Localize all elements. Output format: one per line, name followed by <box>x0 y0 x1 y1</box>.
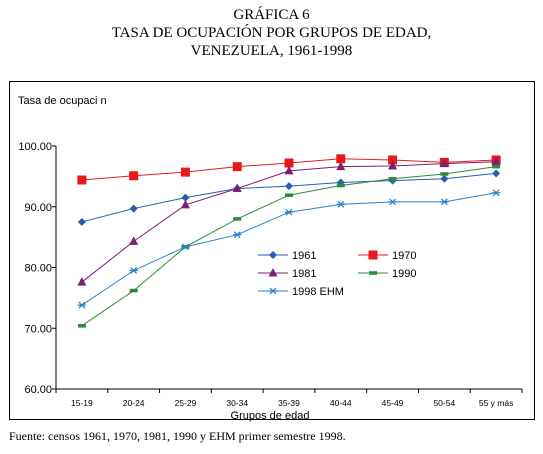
series-line <box>81 166 497 327</box>
data-point <box>77 277 87 286</box>
data-point <box>129 288 138 293</box>
x-tick-label: 30-34 <box>226 398 248 408</box>
data-point <box>129 267 138 274</box>
y-tick-label: 70.00 <box>24 323 52 335</box>
chart-title-line-1: GRÁFICA 6 <box>233 7 310 23</box>
data-point <box>129 204 138 213</box>
data-point <box>440 174 449 183</box>
data-point <box>336 183 345 188</box>
series-1998-ehm <box>77 189 501 309</box>
legend-item: 1998 EHM <box>258 286 344 298</box>
legend-label: 1990 <box>392 268 416 280</box>
y-tick-label: 60.00 <box>24 384 52 396</box>
x-axis-label: Grupos de edad <box>231 410 310 422</box>
data-point <box>336 200 345 208</box>
data-point <box>180 199 190 209</box>
data-point <box>129 171 139 181</box>
legend-swatch-marker <box>369 271 377 275</box>
x-tick-label: 15-19 <box>71 398 93 408</box>
legend-item: 1961 <box>258 250 316 262</box>
data-point <box>180 167 190 177</box>
data-point <box>440 198 449 206</box>
series-line <box>81 161 497 283</box>
data-point <box>232 183 242 193</box>
legend-item: 1970 <box>358 250 416 262</box>
data-point <box>129 236 139 245</box>
data-point <box>492 169 501 178</box>
data-point <box>285 182 293 191</box>
data-point <box>388 161 398 170</box>
y-tick-label: 90.00 <box>24 202 52 214</box>
data-point <box>388 155 398 165</box>
data-point <box>284 165 294 175</box>
series-1961 <box>77 169 501 226</box>
legend-label: 1998 EHM <box>292 286 344 298</box>
data-point <box>439 158 449 168</box>
legend-label: 1981 <box>292 268 316 280</box>
legend-label: 1961 <box>292 250 316 262</box>
data-point <box>492 164 501 169</box>
x-tick-label: 40-44 <box>330 398 352 408</box>
series-1981 <box>77 156 501 286</box>
data-point <box>336 154 346 164</box>
data-point <box>491 156 501 166</box>
data-point <box>491 189 501 197</box>
data-point <box>77 301 87 309</box>
x-tick-label: 55 y más <box>479 398 514 408</box>
legend-swatch-marker <box>269 251 277 259</box>
data-point <box>77 175 87 185</box>
chart-title-block: GRÁFICA 6 TASA DE OCUPACIÓN POR GRUPOS D… <box>0 6 543 60</box>
legend-item: 1981 <box>258 268 316 280</box>
legend-item: 1990 <box>358 268 416 280</box>
legend-swatch-marker <box>268 268 278 277</box>
y-tick-label: 80.00 <box>24 263 52 275</box>
data-point <box>388 177 397 181</box>
data-point <box>77 217 86 226</box>
data-point <box>440 172 449 176</box>
x-tick-label: 45-49 <box>382 398 404 408</box>
data-point <box>284 208 294 216</box>
data-point <box>77 324 86 328</box>
data-point <box>181 243 190 251</box>
legend-swatch-marker <box>268 287 278 295</box>
x-tick-label: 50-54 <box>433 398 455 408</box>
y-tick-label: 100.00 <box>18 141 52 153</box>
y-axis-label: Tasa de ocupaci n <box>18 95 107 107</box>
data-point <box>181 193 190 202</box>
chart-title-line-3: VENEZUELA, 1961-1998 <box>190 43 353 59</box>
legend-swatch-marker <box>368 250 378 260</box>
data-point <box>233 231 242 239</box>
data-point <box>336 161 346 171</box>
data-point <box>388 198 397 206</box>
data-point <box>232 162 242 172</box>
x-tick-label: 35-39 <box>278 398 300 408</box>
chart-frame <box>9 81 535 420</box>
chart-title-line-2: TASA DE OCUPACIÓN POR GRUPOS DE EDAD, <box>111 25 432 41</box>
series-line <box>81 172 497 223</box>
data-point <box>285 193 293 198</box>
series-line <box>81 192 497 306</box>
data-point <box>233 217 242 221</box>
x-tick-label: 20-24 <box>123 398 145 408</box>
legend-label: 1970 <box>392 250 416 262</box>
data-point <box>284 158 294 168</box>
x-tick-label: 25-29 <box>175 398 197 408</box>
source-note: Fuente: censos 1961, 1970, 1981, 1990 y … <box>9 429 346 443</box>
